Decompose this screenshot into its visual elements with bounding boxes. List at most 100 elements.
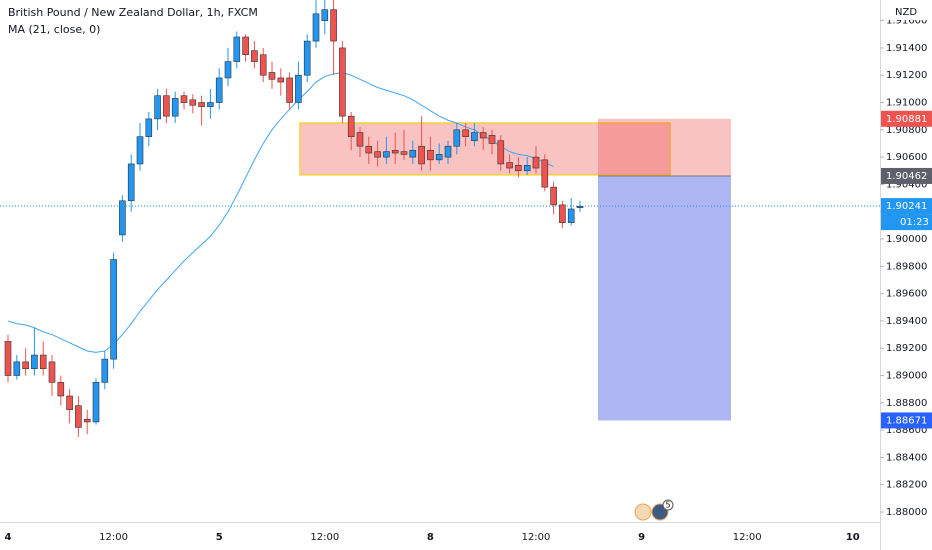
candle-body — [57, 382, 65, 397]
x-tick-label: 8 — [427, 532, 434, 543]
target-price-tag: 1.88671 — [886, 415, 927, 426]
y-tick-label: 1.90800 — [886, 125, 927, 136]
candle-body — [383, 151, 390, 158]
candle-body — [295, 74, 302, 103]
event-count: 5 — [665, 501, 670, 510]
candle-body — [251, 50, 258, 62]
stop-price-tag: 1.90881 — [886, 114, 927, 125]
x-tick-label: 12:00 — [99, 532, 128, 543]
candle-body — [136, 136, 144, 165]
y-tick-label: 1.91600 — [886, 16, 927, 27]
candle-body — [365, 145, 373, 154]
moving-average — [7, 71, 554, 353]
candle-body — [515, 165, 522, 172]
candle-body — [541, 159, 549, 188]
candle-body — [48, 361, 56, 383]
candle-body — [22, 361, 29, 370]
candle-body — [506, 162, 513, 169]
candle-body — [435, 154, 443, 161]
candle-body — [189, 99, 197, 106]
y-tick-label: 1.89800 — [886, 261, 927, 272]
y-tick-label: 1.91000 — [886, 98, 927, 109]
candle-body — [374, 151, 381, 158]
target-price-tag-bg — [881, 412, 932, 429]
candle-body — [215, 77, 223, 103]
y-tick-label: 1.88600 — [886, 425, 927, 436]
x-tick-label: 4 — [5, 532, 12, 543]
stop-price-tag-bg — [881, 110, 932, 127]
candle-body — [83, 418, 91, 423]
candle-body — [31, 354, 38, 370]
indicator-label: MA (21, close, 0) — [8, 23, 100, 36]
candle-body — [207, 102, 214, 107]
last-price-tag-bg — [881, 198, 932, 215]
y-tick-label: 1.90400 — [886, 179, 927, 190]
y-tick-label: 1.89000 — [886, 371, 927, 382]
x-tick-label: 12:00 — [733, 532, 762, 543]
candle-body — [418, 145, 425, 165]
candle-body — [339, 47, 346, 117]
y-tick-label: 1.88400 — [886, 452, 927, 463]
y-tick-label: 1.89200 — [886, 343, 927, 354]
candle-body — [92, 382, 100, 423]
y-tick-label: 1.91400 — [886, 43, 927, 54]
candle-body — [330, 9, 337, 42]
candle-body — [233, 36, 241, 62]
currency-bg — [881, 4, 932, 20]
candle-body — [13, 361, 21, 376]
events: 5 — [634, 499, 674, 521]
candle-body — [171, 98, 179, 117]
candle-body — [497, 140, 505, 165]
candle-body — [127, 163, 135, 202]
candle-body — [75, 405, 82, 428]
y-tick-label: 1.90600 — [886, 152, 927, 163]
chart-title: British Pound / New Zealand Dollar, 1h, … — [8, 6, 258, 19]
candle-body — [268, 72, 276, 80]
y-tick-label: 1.91200 — [886, 70, 927, 81]
candle-body — [479, 132, 487, 139]
candle-body — [242, 36, 249, 56]
candle-body — [567, 208, 575, 223]
candle-body — [154, 95, 161, 120]
candle-body — [180, 95, 188, 103]
candle-body — [462, 129, 469, 137]
candle-body — [523, 165, 531, 172]
x-tick-label: 12:00 — [310, 532, 339, 543]
stop-area — [598, 118, 731, 176]
candle-body — [145, 118, 153, 137]
y-tick-label: 1.88000 — [886, 507, 927, 518]
candle-body — [532, 156, 540, 169]
y-tick-label: 1.89600 — [886, 289, 927, 300]
candle-body — [312, 13, 320, 42]
candle-body — [356, 132, 364, 147]
candle-body — [550, 186, 557, 206]
x-tick-label: 12:00 — [522, 532, 551, 543]
candle-body — [409, 149, 417, 158]
y-tick-label: 1.88200 — [886, 480, 927, 491]
supply-zone — [299, 122, 671, 176]
currency-label: NZD — [895, 7, 917, 18]
countdown: 01:23 — [900, 217, 929, 228]
candle-body — [119, 200, 126, 236]
candle-body — [163, 95, 170, 117]
candle-body — [391, 149, 399, 154]
candle-body — [559, 204, 566, 223]
x-tick-label: 9 — [638, 532, 645, 543]
candle-body — [400, 151, 408, 155]
last-price-tag: 1.90241 — [886, 201, 927, 212]
candle-body — [427, 149, 434, 161]
candle-body — [224, 61, 232, 79]
entry-price-tag: 1.90462 — [886, 171, 927, 182]
target-area — [598, 175, 731, 421]
candle-body — [444, 145, 452, 158]
y-tick-label: 1.90000 — [886, 234, 927, 245]
event-badge — [662, 499, 674, 511]
countdown-bg — [881, 214, 932, 231]
plot-area — [0, 0, 880, 437]
candle-body — [303, 40, 311, 76]
candle-body — [321, 9, 329, 21]
candle-body — [66, 395, 73, 410]
y-tick-label: 1.89400 — [886, 316, 927, 327]
